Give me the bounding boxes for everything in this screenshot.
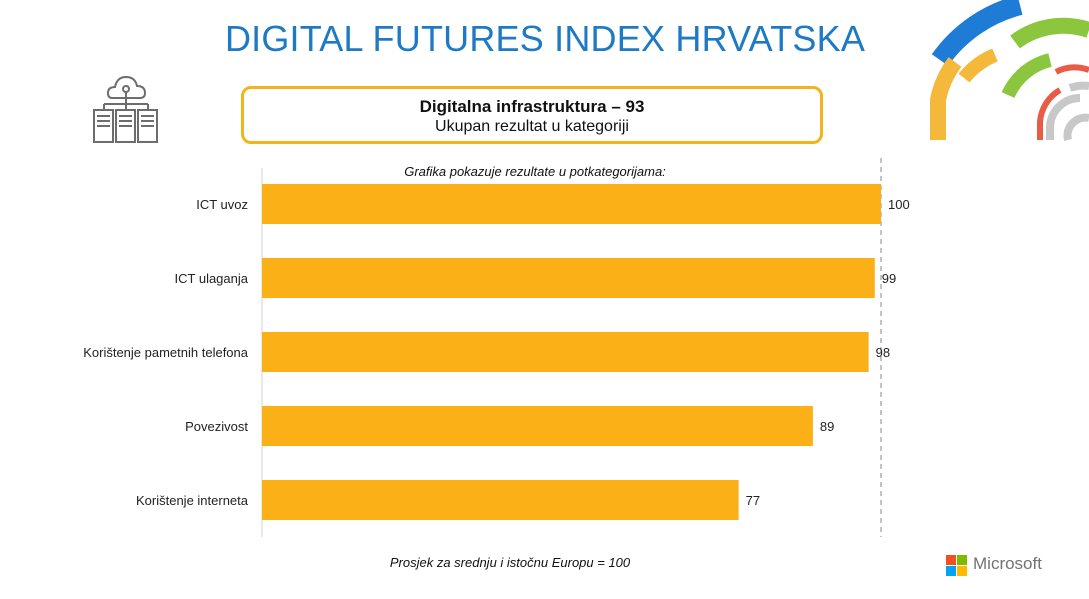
cloud-server-icon xyxy=(93,75,158,143)
microsoft-logo-text: Microsoft xyxy=(973,554,1042,573)
bar-2 xyxy=(262,258,875,298)
logo-square-yellow xyxy=(957,566,967,576)
microsoft-logo-grid xyxy=(946,555,967,576)
data-label: 98 xyxy=(876,345,890,360)
category-score-headline: Digitalna infrastruktura – 93 xyxy=(419,97,645,116)
category-label: ICT uvoz xyxy=(196,197,248,212)
category-label: Povezivost xyxy=(185,419,248,434)
category-score-caption: Ukupan rezultat u kategoriji xyxy=(435,118,629,135)
category-label: Korištenje pametnih telefona xyxy=(83,345,249,360)
page-title: DIGITAL FUTURES INDEX HRVATSKA xyxy=(224,18,866,59)
data-label: 99 xyxy=(882,271,896,286)
concentric-arcs-decoration xyxy=(930,0,1089,141)
bar-3 xyxy=(262,332,869,372)
chart-footnote: Prosjek za srednju i istočnu Europu = 10… xyxy=(389,555,631,570)
logo-square-blue xyxy=(946,566,956,576)
category-summary-box: Digitalna infrastruktura – 93 Ukupan rez… xyxy=(241,86,823,144)
logo-square-red xyxy=(946,555,956,565)
chart-subtitle: Grafika pokazuje rezultate u potkategori… xyxy=(404,164,666,179)
data-label: 100 xyxy=(888,197,910,212)
data-label: 89 xyxy=(820,419,834,434)
category-label: ICT ulaganja xyxy=(175,271,249,286)
bar-5 xyxy=(262,480,739,520)
bar-4 xyxy=(262,406,813,446)
data-label: 77 xyxy=(746,493,760,508)
category-label: Korištenje interneta xyxy=(136,493,249,508)
bar-1 xyxy=(262,184,881,224)
horizontal-bar-chart: ICT uvoz 100 ICT ulaganja 99 Korištenje pame… xyxy=(83,158,910,537)
logo-square-green xyxy=(957,555,967,565)
